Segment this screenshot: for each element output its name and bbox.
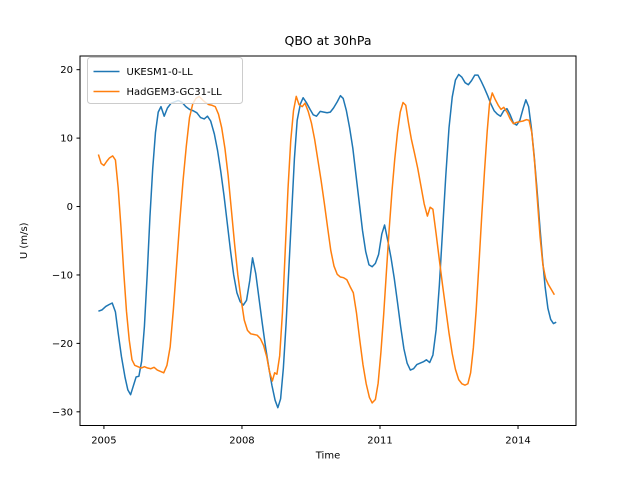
legend: UKESM1-0-LL HadGEM3-GC31-LL	[87, 57, 243, 104]
legend-label: UKESM1-0-LL	[127, 67, 194, 78]
series-line-hadgem3-gc31-ll	[97, 92, 556, 404]
x-tick-label: 2011	[367, 436, 392, 447]
axes-frame	[79, 55, 577, 426]
legend-label: HadGEM3-GC31-LL	[127, 87, 223, 98]
x-tick-label: 2008	[229, 436, 254, 447]
y-tick-label: −30	[52, 407, 73, 418]
x-axis-label: Time	[315, 451, 340, 462]
y-axis-label: U (m/s)	[19, 222, 30, 259]
y-tick-label: 0	[67, 202, 73, 213]
y-tick-label: 20	[60, 65, 73, 76]
y-tick-label: 10	[60, 134, 73, 145]
chart-title: QBO at 30hPa	[284, 33, 371, 48]
legend-frame	[87, 57, 243, 104]
x-tick-label: 2014	[505, 436, 530, 447]
x-tick-label: 2005	[91, 436, 116, 447]
y-tick-label: −20	[52, 339, 73, 350]
y-tick-label: −10	[52, 270, 73, 281]
